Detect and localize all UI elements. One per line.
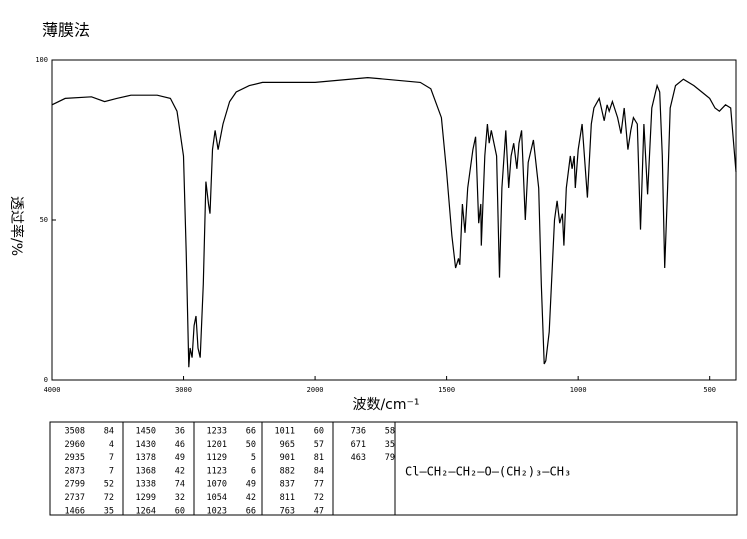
peak-wavenumber: 1054	[207, 493, 227, 503]
peak-wavenumber: 671	[351, 440, 366, 450]
peak-transmittance: 49	[175, 453, 185, 463]
x-tick-label: 4000	[44, 386, 61, 394]
x-tick-label: 500	[703, 386, 716, 394]
peak-wavenumber: 1338	[136, 480, 156, 490]
peak-transmittance: 35	[385, 440, 395, 450]
peak-transmittance: 66	[246, 506, 256, 516]
peak-transmittance: 5	[251, 453, 256, 463]
peak-transmittance: 74	[175, 480, 185, 490]
peak-wavenumber: 901	[280, 453, 295, 463]
peak-transmittance: 42	[246, 493, 256, 503]
peak-wavenumber: 2737	[65, 493, 85, 503]
peak-wavenumber: 736	[351, 427, 366, 437]
peak-wavenumber: 1430	[136, 440, 156, 450]
peak-transmittance: 72	[104, 493, 114, 503]
peak-transmittance: 32	[175, 493, 185, 503]
y-tick-label: 100	[35, 56, 48, 64]
plot-frame	[51, 59, 737, 381]
spectrum-line	[51, 76, 737, 368]
peak-transmittance: 42	[175, 466, 185, 476]
y-tick-label: 50	[40, 216, 48, 224]
peak-wavenumber: 1123	[207, 466, 227, 476]
peak-transmittance: 57	[314, 440, 324, 450]
peak-transmittance: 50	[246, 440, 256, 450]
peak-wavenumber: 763	[280, 506, 295, 516]
table-frame	[49, 421, 738, 516]
peak-wavenumber: 965	[280, 440, 295, 450]
peak-transmittance: 7	[109, 466, 114, 476]
peak-wavenumber: 1201	[207, 440, 227, 450]
peak-wavenumber: 1023	[207, 506, 227, 516]
table-dividers	[122, 422, 396, 515]
peak-transmittance: 84	[314, 466, 324, 476]
peak-transmittance: 81	[314, 453, 324, 463]
peak-transmittance: 66	[246, 427, 256, 437]
peak-transmittance: 35	[104, 506, 114, 516]
peak-wavenumber: 1264	[136, 506, 156, 516]
peak-transmittance: 72	[314, 493, 324, 503]
chart-title: 薄膜法	[42, 21, 90, 40]
peak-transmittance: 79	[385, 453, 395, 463]
peak-wavenumber: 1011	[275, 427, 295, 437]
peak-transmittance: 58	[385, 427, 395, 437]
x-tick-label: 3000	[175, 386, 192, 394]
x-tick-label: 2000	[307, 386, 324, 394]
peak-wavenumber: 1450	[136, 427, 156, 437]
peak-wavenumber: 1299	[136, 493, 156, 503]
y-tick-label: 0	[44, 376, 48, 384]
peak-transmittance: 77	[314, 480, 324, 490]
peak-wavenumber: 1466	[65, 506, 85, 516]
peak-transmittance: 52	[104, 480, 114, 490]
peak-wavenumber: 811	[280, 493, 295, 503]
structure-formula: Cl—CH₂—CH₂—O—(CH₂)₃—CH₃	[405, 465, 571, 479]
peak-transmittance: 49	[246, 480, 256, 490]
peak-wavenumber: 463	[351, 453, 366, 463]
peak-transmittance: 6	[251, 466, 256, 476]
peak-wavenumber: 1070	[207, 480, 227, 490]
peak-wavenumber: 1368	[136, 466, 156, 476]
peak-wavenumber: 2799	[65, 480, 85, 490]
y-axis-title: 透过率/%	[8, 196, 25, 256]
peak-wavenumber: 1129	[207, 453, 227, 463]
peak-transmittance: 84	[104, 427, 114, 437]
peak-transmittance: 60	[314, 427, 324, 437]
peak-transmittance: 36	[175, 427, 185, 437]
peak-wavenumber: 1233	[207, 427, 227, 437]
peak-wavenumber: 1378	[136, 453, 156, 463]
peak-transmittance: 4	[109, 440, 114, 450]
x-axis-title: 波数/cm⁻¹	[352, 397, 419, 413]
peak-wavenumber: 2960	[65, 440, 85, 450]
peak-transmittance: 60	[175, 506, 185, 516]
x-tick-label: 1000	[570, 386, 587, 394]
peak-transmittance: 7	[109, 453, 114, 463]
peak-wavenumber: 882	[280, 466, 295, 476]
peak-wavenumber: 3508	[65, 427, 85, 437]
peak-wavenumber: 2935	[65, 453, 85, 463]
peak-transmittance: 46	[175, 440, 185, 450]
peak-wavenumber: 2873	[65, 466, 85, 476]
peak-transmittance: 47	[314, 506, 324, 516]
x-tick-label: 1500	[438, 386, 455, 394]
peak-wavenumber: 837	[280, 480, 295, 490]
